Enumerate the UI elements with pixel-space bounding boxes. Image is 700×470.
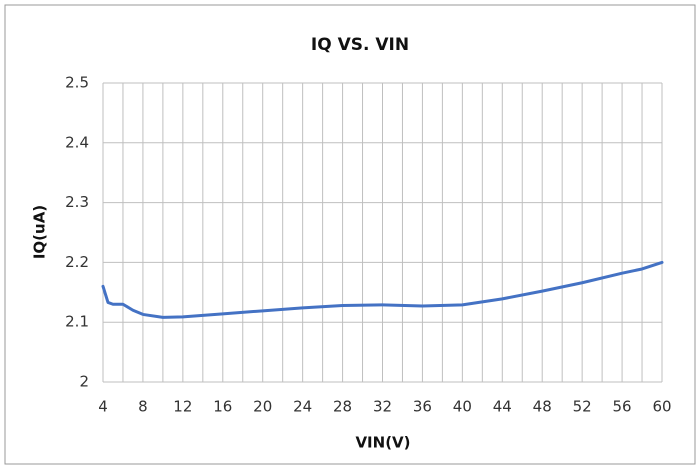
x-tick-label: 32 xyxy=(373,398,392,416)
x-tick-label: 52 xyxy=(573,398,592,416)
x-tick-label: 44 xyxy=(493,398,512,416)
x-tick-label: 12 xyxy=(173,398,192,416)
y-tick-label: 2.2 xyxy=(65,253,89,271)
x-tick-label: 4 xyxy=(98,398,108,416)
x-tick-label: 40 xyxy=(453,398,472,416)
x-tick-label: 36 xyxy=(413,398,432,416)
x-tick-label: 8 xyxy=(138,398,148,416)
x-tick-label: 28 xyxy=(333,398,352,416)
x-tick-label: 56 xyxy=(613,398,632,416)
y-tick-label: 2.1 xyxy=(65,313,89,331)
x-tick-label: 60 xyxy=(652,398,671,416)
x-tick-label: 20 xyxy=(253,398,272,416)
y-tick-label: 2 xyxy=(79,373,89,391)
y-tick-label: 2.3 xyxy=(65,193,89,211)
data-line xyxy=(101,260,664,319)
chart-border xyxy=(4,4,696,465)
y-tick-label: 2.5 xyxy=(65,74,89,92)
x-axis-label: VIN(V) xyxy=(355,434,410,452)
x-tick-label: 24 xyxy=(293,398,312,416)
x-tick-label: 16 xyxy=(213,398,232,416)
y-tick-label: 2.4 xyxy=(65,133,89,151)
chart-title: IQ VS. VIN xyxy=(311,35,409,55)
y-axis-label: IQ(uA) xyxy=(31,205,49,259)
x-tick-label: 48 xyxy=(533,398,552,416)
